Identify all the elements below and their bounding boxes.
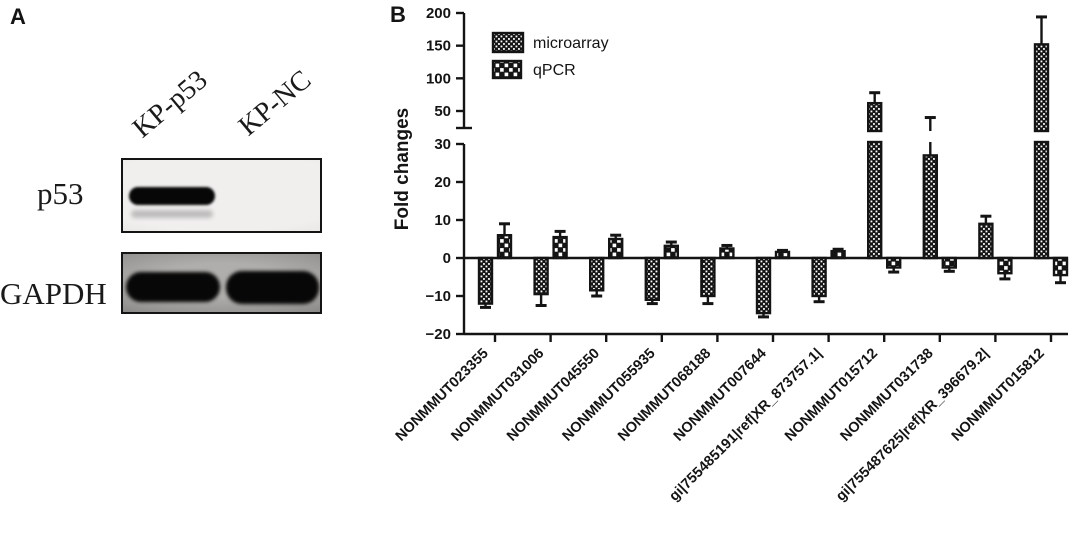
bar-qPCR-5 <box>774 248 791 260</box>
bar-microarray-5 <box>755 256 772 319</box>
bar-microarray-6 <box>811 256 827 304</box>
p53-blot-image <box>121 158 322 233</box>
bar-microarray-1 <box>533 256 549 307</box>
svg-text:150: 150 <box>426 38 451 55</box>
bar-qPCR-2 <box>608 233 624 260</box>
bar-microarray-4 <box>700 256 716 306</box>
bar-qPCR-8 <box>941 256 957 273</box>
svg-text:NONMMUT045550: NONMMUT045550 <box>504 346 603 445</box>
svg-text:NONMMUT031006: NONMMUT031006 <box>448 346 547 445</box>
svg-text:10: 10 <box>434 212 451 229</box>
svg-text:microarray: microarray <box>533 35 609 52</box>
gapdh-band-kp-p53 <box>126 272 220 302</box>
y-axis-upper: 200 150 100 50 <box>426 5 472 130</box>
svg-text:NONMMUT068188: NONMMUT068188 <box>615 346 714 445</box>
svg-text:200: 200 <box>426 5 451 22</box>
legend-swatch-qpcr <box>491 59 523 80</box>
bar-qPCR-0 <box>496 222 513 260</box>
bars <box>477 15 1069 319</box>
svg-text:qPCR: qPCR <box>533 62 576 79</box>
p53-band-kp-p53 <box>129 187 215 205</box>
bar-microarray-0 <box>477 256 494 309</box>
p53-faint-band <box>131 210 213 218</box>
bar-qPCR-3 <box>663 240 679 260</box>
gapdh-row-label: GAPDH <box>0 276 107 311</box>
bar-qPCR-10 <box>1052 256 1069 285</box>
svg-text:50: 50 <box>434 103 451 120</box>
svg-text:NONMMUT055935: NONMMUT055935 <box>560 346 659 445</box>
bar-qPCR-9 <box>997 256 1013 281</box>
legend: microarray qPCR <box>491 31 609 80</box>
svg-text:−10: −10 <box>426 288 451 305</box>
svg-text:Fold changes: Fold changes <box>392 108 413 230</box>
gapdh-blot-image <box>121 252 322 314</box>
svg-text:20: 20 <box>434 174 451 191</box>
bar-microarray-9 <box>978 214 994 260</box>
category-labels: NONMMUT023355NONMMUT031006NONMMUT045550N… <box>393 346 1048 505</box>
svg-text:30: 30 <box>434 136 451 153</box>
bar-qPCR-4 <box>719 243 735 260</box>
svg-text:NONMMUT007644: NONMMUT007644 <box>671 346 770 445</box>
svg-text:NONMMUT015812: NONMMUT015812 <box>949 346 1048 445</box>
bar-qPCR-1 <box>552 229 568 260</box>
x-axis <box>464 332 1068 342</box>
svg-text:100: 100 <box>426 70 451 87</box>
bar-microarray-3 <box>644 256 660 306</box>
svg-text:NONMMUT023355: NONMMUT023355 <box>393 346 492 445</box>
panel-b-label: B <box>390 2 406 27</box>
bar-microarray-10 <box>1033 15 1050 260</box>
svg-text:−20: −20 <box>426 326 451 343</box>
y-axis-label: Fold changes <box>392 108 413 230</box>
bar-microarray-8 <box>922 116 938 260</box>
legend-swatch-microarray <box>491 31 525 54</box>
svg-text:NONMMUT015712: NONMMUT015712 <box>782 346 881 445</box>
bar-microarray-7 <box>867 91 883 260</box>
bar-qPCR-7 <box>886 256 902 274</box>
gapdh-band-kp-nc <box>226 271 319 304</box>
svg-text:NONMMUT031738: NONMMUT031738 <box>838 346 937 445</box>
bar-microarray-2 <box>589 256 605 298</box>
panel-a-label: A <box>10 4 26 29</box>
svg-text:0: 0 <box>443 250 451 267</box>
bar-qPCR-6 <box>830 247 846 260</box>
p53-row-label: p53 <box>37 176 84 211</box>
y-axis-lower: −20 −10 0 10 20 30 <box>426 136 466 343</box>
